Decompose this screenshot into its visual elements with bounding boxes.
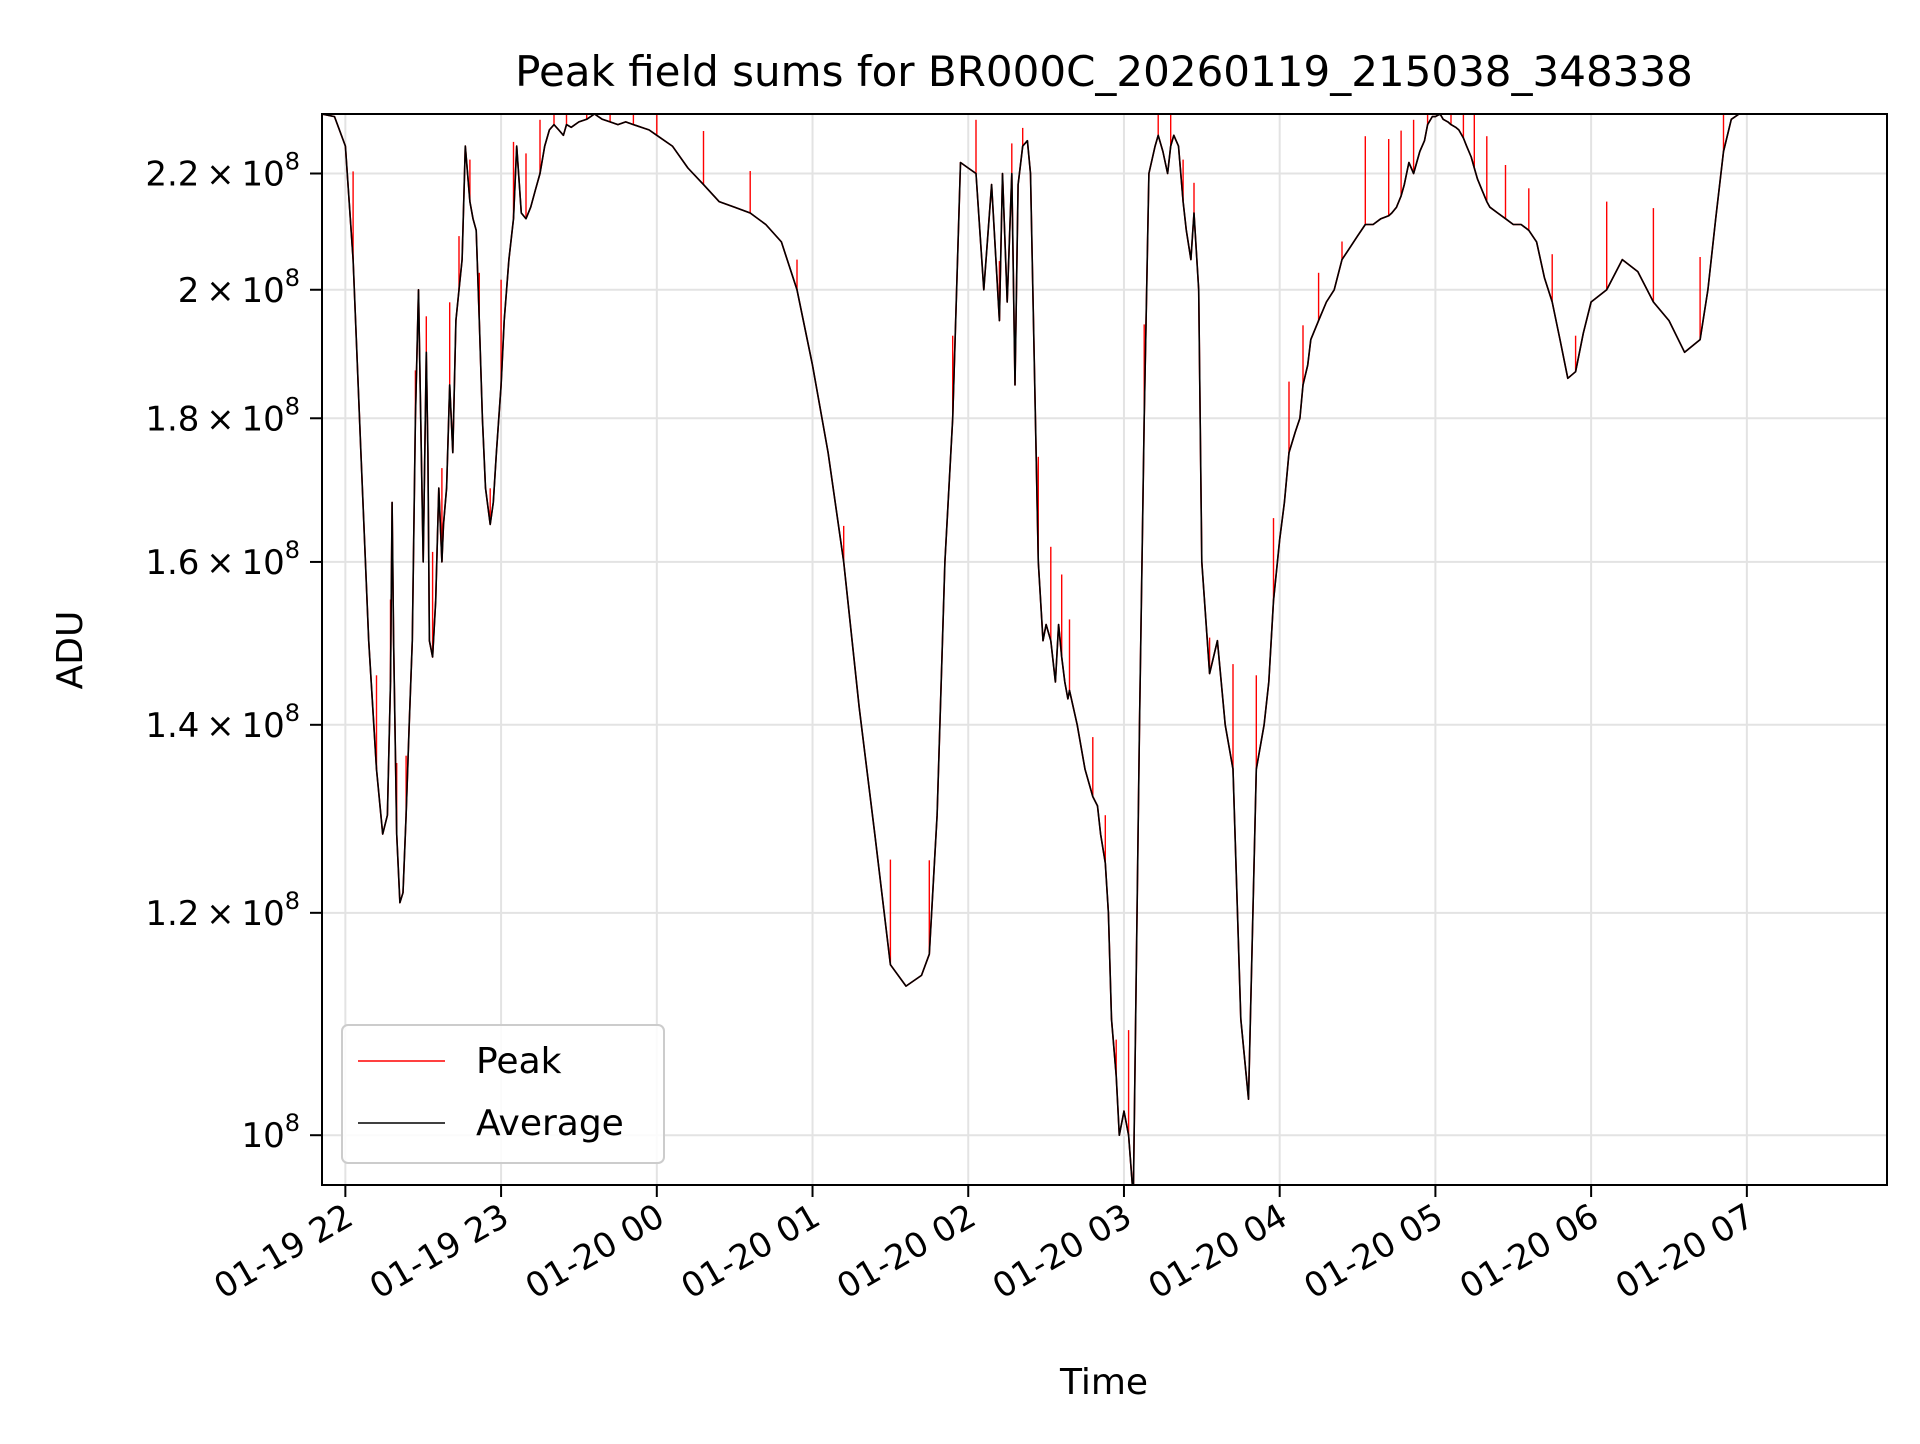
y-tick-label: 2.2 × 108: [145, 148, 300, 195]
legend-label-peak: Peak: [476, 1041, 562, 1082]
legend-box: [341, 1024, 665, 1164]
y-tick-label: 2 × 108: [178, 264, 300, 311]
y-tick-label: 1.6 × 108: [145, 536, 300, 583]
y-axis-label: ADU: [50, 611, 91, 690]
y-axis: 108 1.2 × 108 1.4 × 108 1.6 × 108 1.8 × 108 2…: [145, 148, 322, 1156]
y-tick-label: 108: [241, 1109, 300, 1156]
grid: [322, 114, 1887, 1185]
y-tick-label: 1.4 × 108: [145, 699, 300, 746]
legend: Peak Average: [341, 1024, 665, 1164]
legend-label-average: Average: [476, 1103, 624, 1144]
average-series: [322, 114, 1755, 1185]
x-axis-label: Time: [1059, 1362, 1148, 1403]
plot-frame: [321, 113, 1888, 1186]
y-tick-label: 1.2 × 108: [145, 887, 300, 934]
average-line: [322, 114, 1755, 1185]
chart-title: Peak field sums for BR000C_20260119_2150…: [515, 47, 1693, 96]
y-tick-label: 1.8 × 108: [145, 392, 300, 439]
